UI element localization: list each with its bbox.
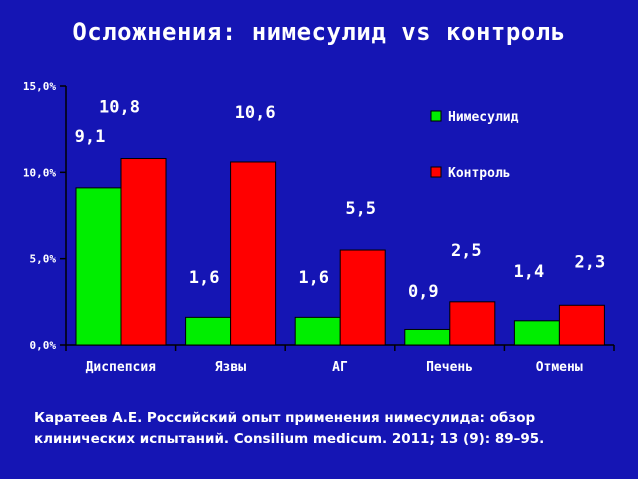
- bar-chart: 0,0% 5,0% 10,0% 15,0% 9,1 10,8 Диспепсия 1,6 10,…: [23, 80, 615, 375]
- slide-title: Осложнения: нимесулид vs контроль: [72, 18, 566, 46]
- x-tick-label: АГ: [332, 360, 348, 375]
- legend-label-nimesulide: Нимесулид: [448, 110, 519, 125]
- bar-nimesulide: [404, 328, 451, 346]
- bar-control: [558, 304, 605, 346]
- y-tick-label: 0,0%: [30, 339, 57, 352]
- data-label-nimesulide: 0,9: [408, 282, 439, 302]
- data-label-control: 10,6: [235, 103, 276, 123]
- data-label-nimesulide: 1,6: [298, 268, 329, 288]
- bar-control: [230, 161, 277, 346]
- x-tick-label: Диспепсия: [86, 360, 157, 375]
- legend-swatch-nimesulide: [430, 110, 442, 122]
- bar-control: [449, 301, 496, 346]
- bar-control: [120, 158, 167, 346]
- y-tick-label: 10,0%: [23, 166, 56, 179]
- bar-nimesulide: [75, 187, 122, 346]
- data-label-control: 2,3: [575, 252, 606, 272]
- bar-nimesulide: [185, 316, 232, 346]
- legend-swatch-control: [430, 166, 442, 178]
- data-label-control: 2,5: [451, 241, 482, 261]
- x-tick-label: Печень: [426, 360, 473, 375]
- citation-line-2: клинических испытаний. Consilium medicum…: [34, 431, 545, 447]
- data-label-nimesulide: 9,1: [75, 127, 106, 147]
- y-tick-label: 5,0%: [30, 253, 57, 266]
- x-tick-label: Отмены: [536, 360, 583, 375]
- bar-control: [339, 249, 386, 346]
- bar-nimesulide: [294, 316, 341, 346]
- data-label-nimesulide: 1,4: [514, 262, 545, 282]
- y-tick-label: 15,0%: [23, 80, 56, 93]
- legend-label-control: Контроль: [448, 166, 511, 181]
- data-label-control: 5,5: [345, 199, 376, 219]
- citation-line-1: Каратеев А.Е. Российский опыт применения…: [34, 410, 536, 426]
- citation: Каратеев А.Е. Российский опыт применения…: [34, 408, 624, 450]
- data-label-nimesulide: 1,6: [189, 268, 220, 288]
- bar-nimesulide: [513, 320, 560, 346]
- x-tick-label: Язвы: [215, 360, 246, 375]
- data-label-control: 10,8: [99, 98, 140, 118]
